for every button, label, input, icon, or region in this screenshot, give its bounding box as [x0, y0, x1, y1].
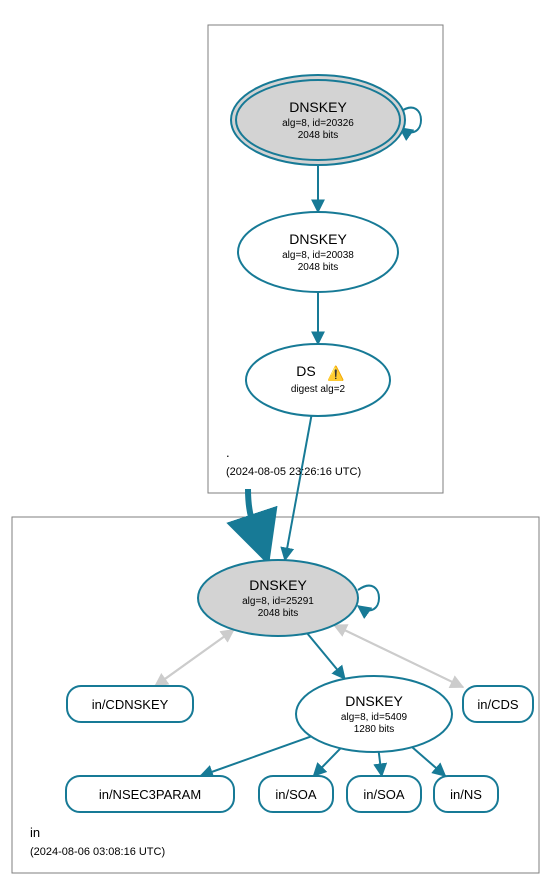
svg-text:in/NS: in/NS: [450, 787, 482, 802]
svg-text:in/SOA: in/SOA: [275, 787, 317, 802]
svg-text:DNSKEY: DNSKEY: [249, 577, 307, 593]
svg-text:DS: DS: [296, 363, 315, 379]
svg-text:in/SOA: in/SOA: [363, 787, 405, 802]
svg-text:alg=8, id=20326: alg=8, id=20326: [282, 118, 354, 129]
zone-timestamp-root: (2024-08-05 23:26:16 UTC): [226, 466, 361, 478]
node-ds: DS ⚠️ digest alg=2: [246, 344, 390, 416]
edge-in_zsk-soa1: [314, 748, 341, 776]
edge-in_ksk-in_zsk: [307, 633, 345, 678]
node-in_zsk: DNSKEY alg=8, id=54091280 bits: [296, 676, 452, 752]
svg-text:alg=8, id=25291: alg=8, id=25291: [242, 596, 314, 607]
svg-text:alg=8, id=5409: alg=8, id=5409: [341, 712, 408, 723]
zone-label-root: .: [226, 445, 230, 460]
delegation-edge: [248, 489, 267, 560]
edge-cdnskey-in_ksk: [155, 630, 234, 686]
svg-text:alg=8, id=20038: alg=8, id=20038: [282, 250, 354, 261]
rrset-soa1: in/SOA: [259, 776, 333, 812]
svg-text:2048 bits: 2048 bits: [298, 262, 339, 273]
rrset-ns: in/NS: [434, 776, 498, 812]
edge-in_zsk-ns: [412, 747, 445, 776]
svg-text:digest alg=2: digest alg=2: [291, 384, 346, 395]
node-in_ksk: DNSKEY alg=8, id=252912048 bits: [198, 560, 358, 636]
rrset-cdnskey: in/CDNSKEY: [67, 686, 193, 722]
svg-text:in/NSEC3PARAM: in/NSEC3PARAM: [99, 787, 201, 802]
svg-text:DNSKEY: DNSKEY: [289, 231, 347, 247]
svg-text:2048 bits: 2048 bits: [258, 608, 299, 619]
rrset-cds: in/CDS: [463, 686, 533, 722]
svg-text:2048 bits: 2048 bits: [298, 130, 339, 141]
node-root_ksk: DNSKEY alg=8, id=203262048 bits: [231, 75, 405, 165]
svg-text:1280 bits: 1280 bits: [354, 724, 395, 735]
svg-text:in/CDS: in/CDS: [477, 697, 519, 712]
zone-timestamp-in: (2024-08-06 03:08:16 UTC): [30, 846, 165, 858]
node-root_zsk: DNSKEY alg=8, id=200382048 bits: [238, 212, 398, 292]
rrset-nsec3param: in/NSEC3PARAM: [66, 776, 234, 812]
warning-icon: ⚠️: [327, 365, 344, 382]
svg-text:DNSKEY: DNSKEY: [289, 99, 347, 115]
svg-text:DNSKEY: DNSKEY: [345, 693, 403, 709]
rrset-soa2: in/SOA: [347, 776, 421, 812]
edge-in_zsk-soa2: [379, 752, 382, 776]
edge-ds-in_ksk: [285, 416, 311, 560]
zone-label-in: in: [30, 825, 40, 840]
svg-text:in/CDNSKEY: in/CDNSKEY: [92, 697, 169, 712]
selfloop-in_ksk: [358, 586, 379, 611]
edge-in_zsk-nsec3param: [200, 736, 311, 776]
